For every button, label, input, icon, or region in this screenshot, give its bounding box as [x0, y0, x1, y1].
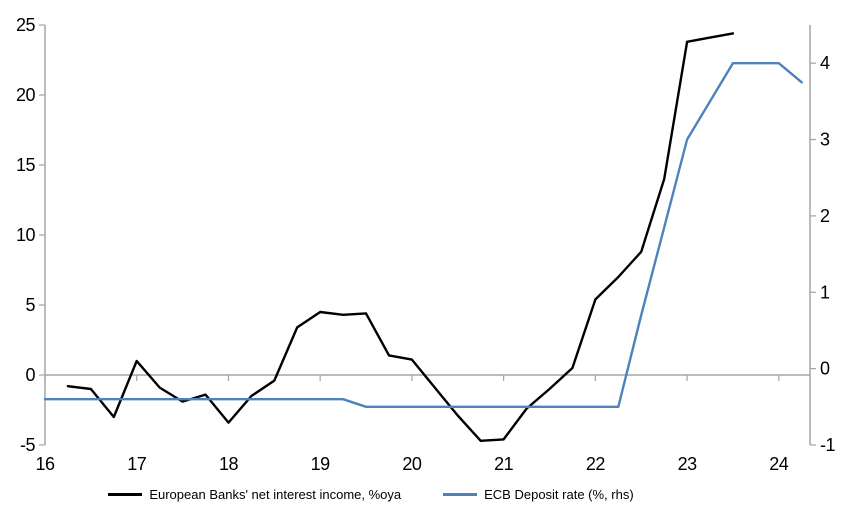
right-axis-tick-label: 0 — [820, 359, 830, 379]
left-axis-tick-label: 5 — [25, 295, 35, 315]
x-axis-tick-label: 22 — [586, 454, 606, 474]
ecb-deposit-rate-line-swatch — [443, 493, 478, 496]
legend-item-net-interest-income: European Banks' net interest income, %oy… — [108, 487, 401, 502]
right-axis-tick-label: 2 — [820, 206, 830, 226]
net-interest-income-line — [66, 32, 735, 442]
x-axis-tick-label: 17 — [127, 454, 147, 474]
right-axis-tick-label: -1 — [820, 435, 835, 455]
x-axis-tick-label: 23 — [678, 454, 698, 474]
right-axis-tick-label: 1 — [820, 282, 830, 302]
left-axis-tick-label: 25 — [16, 15, 36, 35]
left-axis-tick-label: 15 — [16, 155, 36, 175]
right-axis-tick-label: 4 — [820, 53, 830, 73]
x-axis-tick-label: 16 — [35, 454, 55, 474]
ecb-deposit-rate-line — [43, 62, 803, 408]
x-axis-tick-label: 19 — [311, 454, 331, 474]
left-axis-tick-label: -5 — [20, 435, 35, 455]
x-axis-tick-label: 18 — [219, 454, 239, 474]
right-axis-tick-label: 3 — [820, 130, 830, 150]
chart-legend: European Banks' net interest income, %oy… — [0, 487, 797, 502]
left-axis-tick-label: 10 — [16, 225, 36, 245]
left-axis-tick-label: 0 — [25, 365, 35, 385]
legend-item-ecb-deposit-rate: ECB Deposit rate (%, rhs) — [443, 487, 634, 502]
x-axis-tick-label: 24 — [769, 454, 789, 474]
legend-label-net-interest-income: European Banks' net interest income, %oy… — [149, 487, 402, 502]
left-axis-tick-label: 20 — [16, 85, 36, 105]
x-axis-tick-label: 20 — [402, 454, 422, 474]
x-axis-tick-label: 21 — [494, 454, 514, 474]
legend-label-ecb-deposit-rate: ECB Deposit rate (%, rhs) — [484, 487, 634, 502]
net-interest-income-line-swatch — [108, 493, 143, 496]
